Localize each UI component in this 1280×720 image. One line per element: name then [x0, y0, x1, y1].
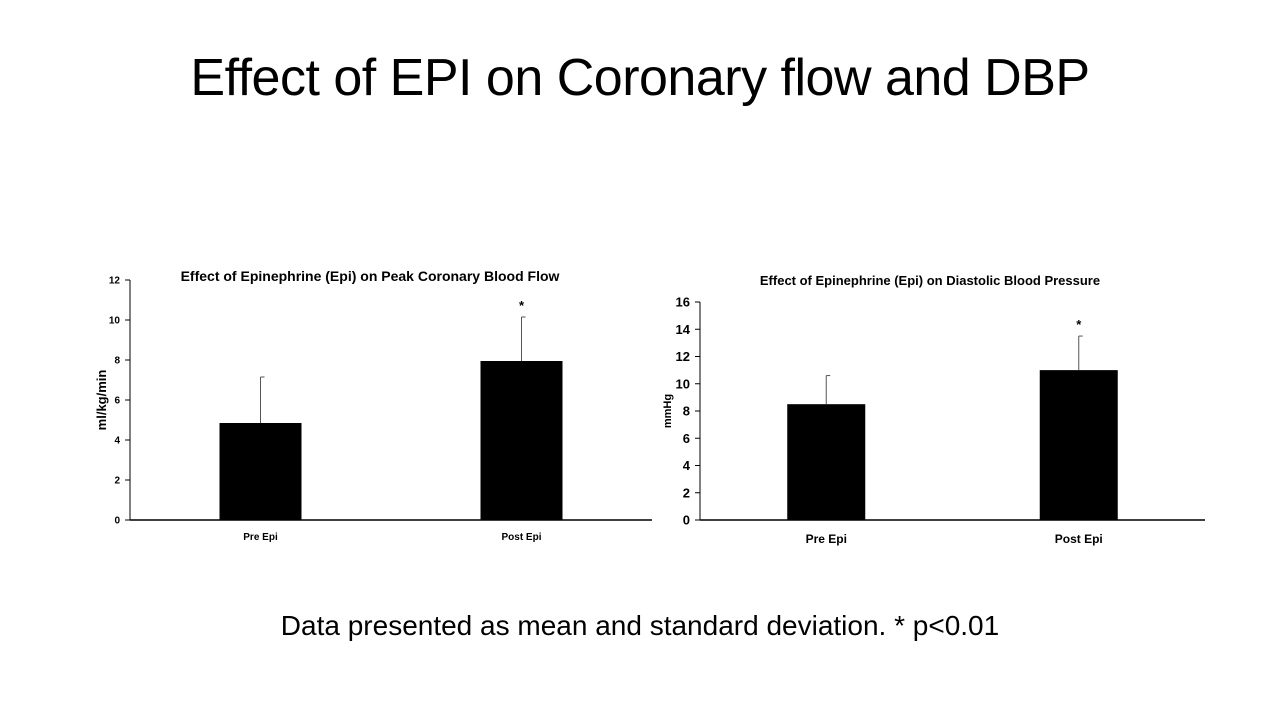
y-tick-label: 0 [683, 513, 690, 528]
significance-marker: * [519, 298, 525, 313]
y-tick-label: 6 [683, 431, 690, 446]
bar [219, 423, 302, 520]
chart-title: Effect of Epinephrine (Epi) on Diastolic… [760, 273, 1100, 288]
y-axis-title: ml/kg/min [94, 370, 109, 431]
y-tick-label: 10 [676, 376, 690, 391]
slide-title: Effect of EPI on Coronary flow and DBP [190, 49, 1090, 107]
y-tick-label: 12 [109, 276, 121, 287]
y-tick-label: 2 [114, 476, 120, 487]
y-tick-label: 2 [683, 485, 690, 500]
footnote: Data presented as mean and standard devi… [280, 610, 1000, 641]
chart-title: Effect of Epinephrine (Epi) on Peak Coro… [181, 268, 560, 284]
x-category-label: Post Epi [501, 532, 541, 543]
x-category-label: Post Epi [1055, 532, 1103, 546]
bar [480, 361, 563, 520]
y-tick-label: 12 [676, 349, 690, 364]
y-tick-label: 6 [114, 396, 120, 407]
y-tick-label: 16 [676, 295, 690, 310]
y-tick-label: 10 [109, 316, 121, 327]
y-tick-label: 14 [676, 322, 691, 337]
bar [787, 404, 866, 520]
y-tick-label: 8 [683, 404, 690, 419]
x-category-label: Pre Epi [243, 532, 278, 543]
y-axis-title: mmHg [662, 394, 674, 428]
y-tick-label: 8 [114, 356, 120, 367]
significance-marker: * [1076, 317, 1082, 332]
y-tick-label: 0 [114, 516, 120, 527]
bar [1039, 370, 1118, 520]
y-tick-label: 4 [683, 458, 691, 473]
y-tick-label: 4 [114, 436, 120, 447]
x-category-label: Pre Epi [806, 532, 847, 546]
